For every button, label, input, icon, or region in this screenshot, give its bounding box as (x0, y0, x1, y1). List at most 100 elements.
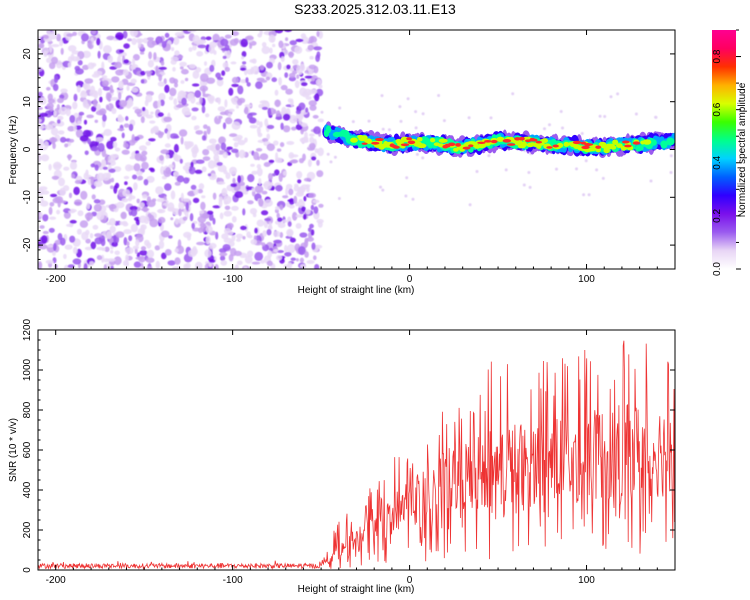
noise-blob (109, 84, 114, 92)
noise-blob (175, 104, 184, 108)
noise-blob (190, 184, 197, 190)
noise-speckle (582, 193, 586, 197)
noise-blob (132, 245, 140, 250)
noise-blob (289, 160, 298, 164)
noise-blob (87, 62, 95, 70)
noise-blob (305, 107, 309, 113)
noise-blob (63, 166, 70, 171)
noise-blob (289, 237, 296, 243)
noise-field (38, 30, 673, 269)
noise-blob (191, 107, 199, 112)
noise-blob (260, 259, 265, 264)
noise-blob (262, 138, 269, 142)
signal-blob (649, 139, 657, 146)
noise-speckle (595, 168, 599, 172)
noise-blob (290, 257, 296, 261)
noise-blob (39, 212, 43, 217)
noise-blob (298, 116, 303, 125)
noise-blob (285, 187, 289, 196)
noise-blob (84, 212, 94, 221)
noise-blob (133, 261, 141, 268)
signal-blob (417, 137, 423, 142)
noise-blob (219, 252, 228, 257)
signal-blob (462, 146, 471, 150)
noise-blob (219, 212, 224, 220)
noise-blob (310, 229, 315, 236)
noise-blob (123, 43, 130, 49)
noise-blob (136, 170, 143, 176)
noise-blob (251, 170, 258, 175)
noise-blob (234, 191, 244, 198)
noise-blob (76, 85, 81, 93)
noise-blob (251, 65, 260, 75)
noise-blob (85, 238, 91, 244)
noise-blob (316, 170, 324, 178)
noise-blob (80, 190, 88, 200)
noise-blob (131, 87, 139, 93)
noise-blob (142, 206, 148, 213)
spectrogram-x-axis-label: Height of straight line (km) (298, 285, 415, 296)
noise-blob (172, 266, 181, 269)
noise-blob (274, 30, 284, 34)
noise-blob (108, 218, 116, 226)
noise-blob (133, 182, 138, 191)
noise-speckle (414, 110, 418, 114)
noise-blob (173, 36, 180, 46)
noise-blob (64, 143, 69, 148)
noise-blob (56, 33, 61, 42)
noise-blob (51, 175, 60, 180)
noise-blob (125, 254, 129, 262)
noise-blob (188, 47, 193, 52)
noise-blob (155, 65, 159, 74)
noise-blob (309, 133, 315, 137)
noise-speckle (527, 171, 531, 174)
noise-speckle (442, 119, 446, 123)
noise-blob (50, 193, 58, 198)
noise-blob (187, 191, 195, 197)
noise-blob (195, 125, 200, 130)
noise-blob (57, 119, 61, 124)
noise-blob (267, 250, 273, 258)
noise-blob (235, 151, 240, 158)
noise-blob (308, 64, 317, 70)
noise-blob (280, 84, 288, 91)
noise-blob (289, 114, 298, 124)
noise-blob (254, 251, 264, 261)
noise-blob (48, 163, 52, 171)
noise-blob (99, 96, 103, 103)
signal-blob (350, 137, 358, 143)
noise-blob (258, 178, 262, 185)
signal-blob (603, 147, 610, 154)
signal-blob (477, 141, 486, 144)
signal-blob (637, 145, 644, 151)
noise-blob (261, 210, 269, 216)
signal-blob (518, 136, 525, 141)
snr-y-tick-label: 800 (22, 401, 33, 418)
noise-blob (295, 124, 303, 131)
noise-blob (303, 195, 307, 202)
noise-blob (173, 98, 178, 106)
noise-blob (231, 216, 237, 223)
noise-blob (296, 171, 303, 179)
noise-blob (131, 38, 137, 45)
noise-blob (225, 117, 233, 125)
spectrogram-frame (37, 29, 676, 270)
noise-blob (178, 201, 185, 211)
noise-blob (129, 205, 138, 211)
noise-blob (153, 52, 157, 61)
noise-blob (97, 50, 101, 59)
noise-blob (280, 122, 284, 130)
noise-blob (268, 159, 275, 163)
colorbar-tick-label: 0.2 (712, 209, 723, 223)
noise-blob (170, 190, 176, 200)
noise-blob (126, 85, 130, 91)
noise-blob (207, 160, 216, 169)
noise-blob (301, 206, 306, 212)
noise-blob (113, 234, 117, 244)
noise-blob (277, 62, 282, 71)
noise-blob (266, 124, 275, 130)
noise-blob (128, 165, 136, 171)
noise-blob (231, 31, 239, 36)
noise-blob (48, 227, 55, 233)
noise-blob (174, 218, 179, 225)
